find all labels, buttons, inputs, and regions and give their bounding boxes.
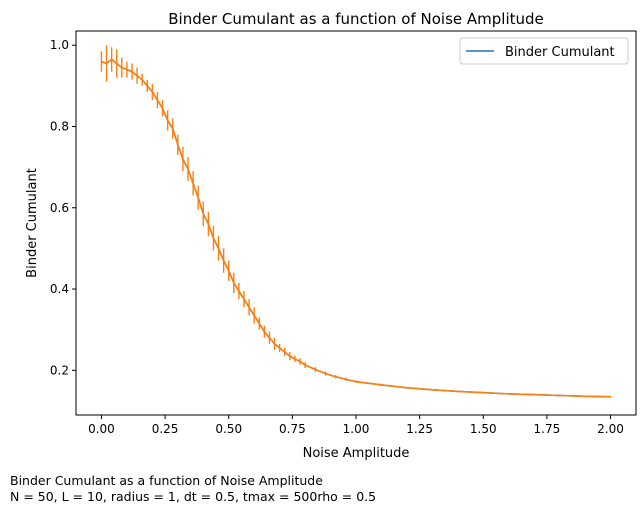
x-tick-label: 0.25 — [152, 422, 179, 436]
caption-parameters: N = 50, L = 10, radius = 1, dt = 0.5, tm… — [10, 489, 377, 504]
y-tick-label: 0.2 — [50, 363, 69, 377]
y-tick-label: 0.8 — [50, 119, 69, 133]
x-tick-label: 0.50 — [215, 422, 242, 436]
y-tick-label: 1.0 — [50, 38, 69, 52]
x-tick-label: 1.50 — [470, 422, 497, 436]
series-lines — [101, 58, 611, 398]
series-line — [101, 58, 611, 398]
legend-label: Binder Cumulant — [505, 45, 615, 60]
errorbar-line — [101, 58, 611, 398]
legend: Binder Cumulant — [459, 37, 629, 65]
x-tick-label: 0.75 — [279, 422, 306, 436]
x-tick-label: 1.00 — [343, 422, 370, 436]
caption-title: Binder Cumulant as a function of Noise A… — [10, 473, 323, 488]
y-axis-ticks: 0.2 0.4 0.6 0.8 1.0 — [50, 38, 76, 377]
x-tick-label: 2.00 — [597, 422, 624, 436]
y-tick-label: 0.4 — [50, 282, 69, 296]
figure-caption: Binder Cumulant as a function of Noise A… — [10, 473, 630, 505]
x-tick-label: 0.00 — [88, 422, 115, 436]
x-axis-label: Noise Amplitude — [303, 446, 410, 461]
x-tick-label: 1.25 — [406, 422, 433, 436]
chart-title: Binder Cumulant as a function of Noise A… — [168, 10, 544, 28]
y-axis-label: Binder Cumulant — [25, 168, 40, 278]
x-tick-label: 1.75 — [534, 422, 561, 436]
plot-frame — [75, 30, 637, 416]
legend-frame — [459, 37, 629, 65]
error-bars — [100, 45, 612, 398]
x-axis-ticks: 0.00 0.25 0.50 0.75 1.00 1.25 1.50 1.75 2.00 — [88, 415, 624, 436]
y-tick-label: 0.6 — [50, 201, 69, 215]
